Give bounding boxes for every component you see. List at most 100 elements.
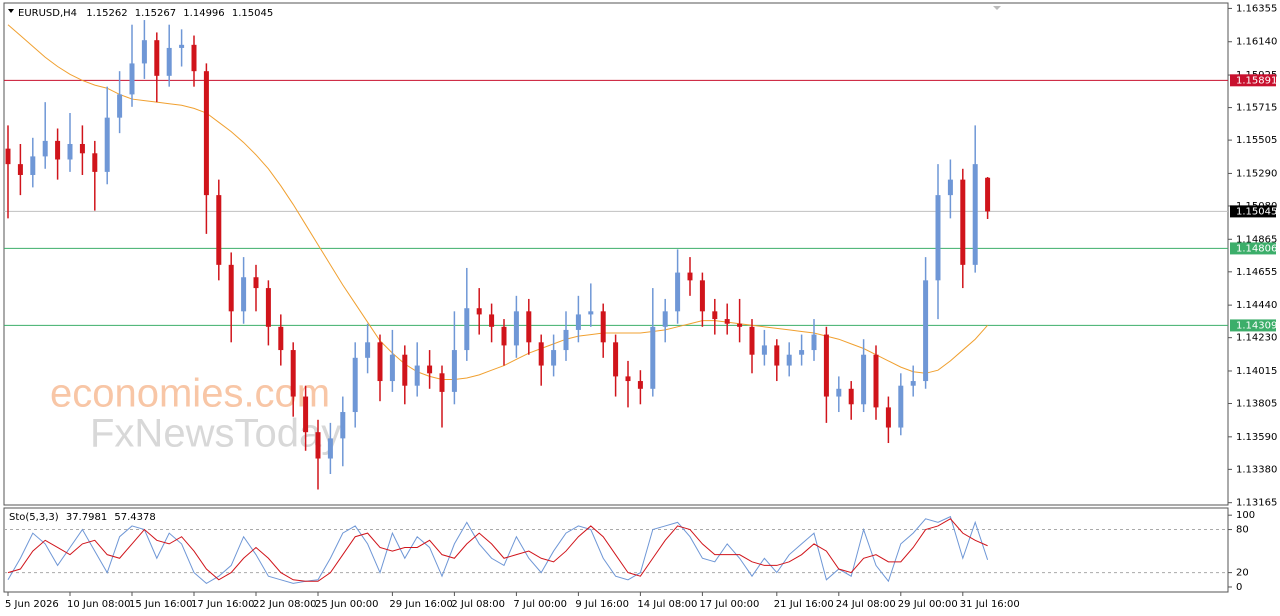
x-tick-label: 25 Jun 00:00	[315, 599, 379, 610]
indicator-title: Sto(5,3,3)	[9, 512, 59, 523]
y-tick-label: 1.13165	[1236, 498, 1277, 509]
level-label: 1.15891	[1236, 75, 1277, 86]
candle-body	[749, 326, 755, 355]
y-tick-label: 1.13805	[1236, 399, 1277, 410]
x-tick-label: 22 Jun 08:00	[253, 599, 317, 610]
price-pane	[3, 2, 1229, 506]
candle-body	[613, 342, 619, 377]
candle-body	[154, 40, 160, 76]
candle-body	[191, 44, 197, 72]
candle-body	[600, 311, 606, 343]
candle-body	[489, 314, 495, 327]
candle-body	[427, 365, 433, 374]
moving-average	[7, 24, 988, 380]
level-label-box	[1230, 242, 1276, 255]
candle-body	[947, 179, 953, 196]
y-tick-label: 1.16140	[1236, 37, 1277, 48]
candle-body	[699, 280, 705, 312]
candle-body	[166, 47, 172, 76]
indicator-line	[7, 515, 989, 584]
candle-body	[278, 326, 284, 351]
level-label-box	[1230, 319, 1276, 332]
symbol: EURUSD,H4	[18, 8, 77, 19]
candle-body	[79, 143, 85, 154]
candle-body	[662, 311, 668, 327]
candle-body	[17, 164, 23, 175]
candle-body	[414, 365, 420, 386]
candle-body	[265, 288, 271, 327]
candle-body	[389, 354, 395, 382]
candle-body	[501, 326, 507, 346]
y-tick-label: 1.14440	[1236, 300, 1277, 311]
candle-body	[117, 94, 123, 118]
x-tick-label: 5 Jun 2026	[5, 599, 59, 610]
candle-body	[774, 345, 780, 366]
candle-body	[650, 326, 656, 389]
signal-value: 57.4378	[114, 512, 155, 523]
candle-body	[563, 329, 569, 351]
candle-body	[216, 195, 222, 265]
menu-arrow[interactable]	[8, 9, 14, 13]
candle-body	[799, 350, 805, 355]
candle-body	[588, 311, 594, 315]
candle-body	[526, 311, 532, 343]
y-tick-label: 100	[1236, 510, 1255, 521]
candle-body	[402, 354, 408, 386]
y-tick-label: 1.13590	[1236, 432, 1277, 443]
high: 1.15267	[135, 8, 176, 19]
candle-body	[861, 354, 867, 405]
candle-body	[575, 314, 581, 330]
candle-body	[960, 179, 966, 265]
candle-body	[687, 272, 693, 281]
x-tick-label: 31 Jul 16:00	[960, 599, 1020, 610]
candle-body	[885, 407, 891, 428]
candle-body	[551, 350, 557, 366]
candle-body	[451, 350, 457, 392]
indicator-line	[7, 518, 988, 582]
y-tick-label: 20	[1236, 568, 1249, 579]
candle-body	[55, 140, 61, 160]
y-tick-label: 1.16355	[1236, 3, 1277, 14]
shift-marker	[993, 6, 1001, 10]
candle-body	[898, 385, 904, 428]
y-tick-label: 1.14655	[1236, 267, 1277, 278]
candle-body	[848, 388, 854, 405]
close: 1.15045	[232, 8, 273, 19]
candle-body	[811, 334, 817, 351]
candle-body	[315, 432, 321, 459]
x-tick-label: 10 Jun 08:00	[67, 599, 131, 610]
header: EURUSD,H4 1.15262 1.15267 1.14996 1.1504…	[18, 8, 273, 19]
candle-body	[972, 164, 978, 265]
x-tick-label: 9 Jul 16:00	[575, 599, 629, 610]
candle-body	[241, 277, 247, 312]
candle-body	[538, 342, 544, 366]
x-tick-label: 17 Jul 00:00	[699, 599, 759, 610]
level-label: 1.14806	[1236, 243, 1277, 254]
indicator-header: Sto(5,3,3) 37.7981 57.4378	[9, 512, 156, 523]
y-tick-label: 1.14865	[1236, 234, 1277, 245]
candle-body	[67, 143, 73, 160]
open: 1.15262	[86, 8, 127, 19]
low: 1.14996	[183, 8, 224, 19]
y-tick-label: 1.15290	[1236, 168, 1277, 179]
candle-body	[675, 272, 681, 312]
x-tick-label: 17 Jun 16:00	[191, 599, 255, 610]
x-tick-label: 2 Jul 08:00	[451, 599, 505, 610]
candle-body	[303, 396, 309, 433]
candle-body	[30, 156, 36, 175]
x-tick-label: 14 Jul 08:00	[637, 599, 697, 610]
y-tick-label: 1.15715	[1236, 103, 1277, 114]
level-label-box	[1230, 74, 1276, 87]
candle-body	[179, 44, 185, 48]
candle-body	[737, 323, 743, 327]
candle-body	[476, 308, 482, 315]
candle-body	[129, 63, 135, 95]
candle-body	[712, 311, 718, 320]
watermark: FxNewsToday	[90, 412, 341, 456]
candle-body	[203, 71, 209, 196]
indicator-pane	[3, 507, 1229, 593]
price-label: 1.15045	[1236, 206, 1277, 217]
candle-body	[92, 153, 98, 172]
candle-body	[327, 438, 333, 459]
